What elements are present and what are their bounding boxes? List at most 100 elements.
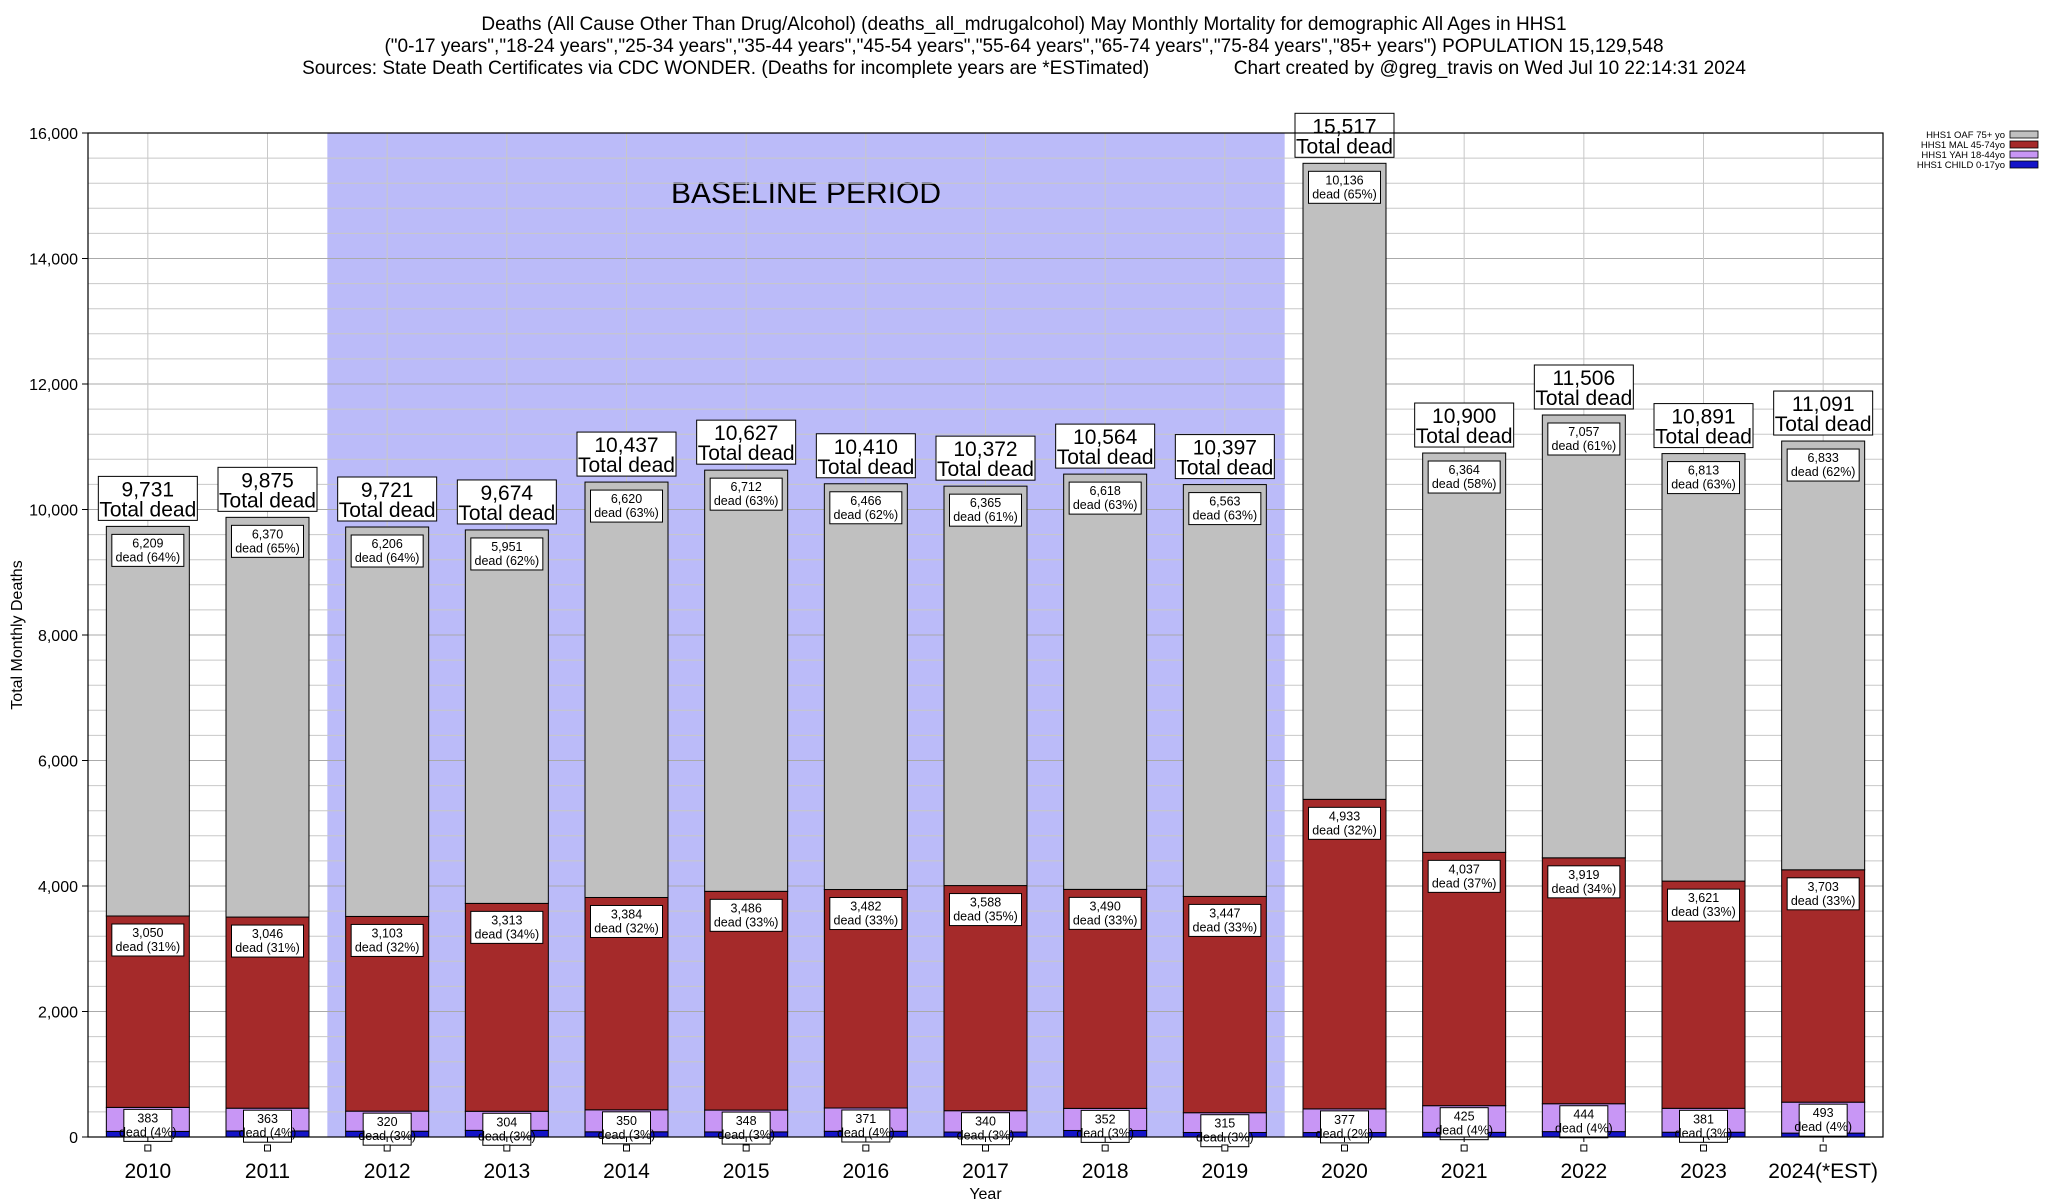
segment-percent-label: dead (33%) — [1193, 920, 1258, 934]
total-label-box — [1533, 364, 1634, 410]
segment-value-label: 6,370 — [252, 527, 283, 541]
segment-label-box — [1427, 859, 1501, 893]
chart-subtitle-demographics: ("0-17 years","18-24 years","25-34 years… — [384, 36, 1664, 57]
segment-percent-label: dead (62%) — [834, 508, 899, 522]
bar-segment-hhs1-oaf-75-yo-2014 — [584, 481, 669, 898]
segment-label-box — [1427, 460, 1501, 494]
segment-label-box — [1308, 170, 1381, 204]
segment-label-box — [949, 893, 1022, 927]
y-tick-label: 10,000 — [29, 503, 78, 520]
y-tick-label: 16,000 — [29, 126, 78, 143]
legend-label: HHS1 CHILD 0-17yo — [1917, 160, 2005, 171]
total-value: 11,506 — [1552, 367, 1615, 390]
segment-percent-label: dead (58%) — [1432, 477, 1497, 491]
child-segment-marker — [862, 1144, 870, 1152]
legend-item: HHS1 YAH 18-44yo — [1921, 150, 2039, 161]
segment-value-label: 3,490 — [1090, 899, 1121, 913]
segment-percent-label: dead (65%) — [1312, 187, 1377, 201]
bar-segment-hhs1-oaf-75-yo-2013 — [464, 529, 549, 904]
segment-value-label: 6,365 — [970, 496, 1001, 510]
segment-value-label: 6,618 — [1090, 484, 1121, 498]
segment-label-box — [1188, 492, 1262, 526]
segment-percent-label: dead (4%) — [1555, 1122, 1613, 1136]
child-segment-marker — [982, 1144, 989, 1152]
total-value: 9,721 — [361, 479, 414, 502]
segment-value-label: 6,209 — [132, 536, 163, 550]
segment-label-box — [231, 524, 304, 558]
segment-value-label: 6,364 — [1449, 463, 1480, 477]
segment-value-label: 10,136 — [1325, 173, 1363, 187]
segment-label-box — [123, 1108, 173, 1142]
total-value: 10,410 — [834, 436, 898, 459]
total-value: 10,627 — [714, 422, 778, 445]
segment-label-box — [1547, 422, 1621, 456]
segment-value-label: 6,712 — [731, 480, 762, 494]
bar-segment-hhs1-oaf-75-yo-2021 — [1422, 452, 1507, 853]
legend-label: HHS1 OAF 75+ yo — [1926, 130, 2005, 141]
total-label-box — [815, 433, 916, 479]
segment-percent-label: dead (63%) — [714, 494, 779, 508]
child-segment-marker — [1101, 1144, 1109, 1152]
segment-value-label: 3,046 — [252, 927, 283, 941]
total-suffix: Total dead — [1416, 425, 1513, 448]
segment-label-box — [590, 904, 663, 938]
bar-segment-hhs1-oaf-75-yo-2024EST — [1781, 440, 1866, 871]
segment-percent-label: dead (63%) — [594, 506, 659, 520]
legend-swatch — [2009, 150, 2039, 159]
segment-value-label: 363 — [257, 1112, 278, 1126]
bar-segment-hhs1-oaf-75-yo-2019 — [1182, 484, 1267, 897]
segment-label-box — [111, 923, 185, 957]
segment-percent-label: dead (31%) — [235, 941, 300, 955]
bar-segment-hhs1-oaf-75-yo-2023 — [1661, 453, 1746, 882]
child-segment-marker — [1700, 1144, 1707, 1152]
y-tick-label: 0 — [69, 1130, 78, 1147]
segment-value-label: 444 — [1573, 1108, 1594, 1122]
segment-percent-label: dead (35%) — [953, 910, 1018, 924]
total-suffix: Total dead — [339, 499, 436, 522]
child-segment-marker — [383, 1144, 391, 1152]
segment-percent-label: dead (4%) — [119, 1125, 177, 1139]
segment-label-box — [1798, 1103, 1848, 1137]
segment-value-label: 6,206 — [372, 537, 403, 551]
segment-label-box — [829, 897, 903, 931]
legend-item: HHS1 OAF 75+ yo — [1926, 130, 2039, 141]
total-suffix: Total dead — [219, 489, 316, 512]
bar-segment-hhs1-oaf-75-yo-2018 — [1063, 473, 1148, 890]
total-suffix: Total dead — [698, 442, 795, 465]
segment-value-label: 7,057 — [1568, 425, 1599, 439]
legend-swatch — [2009, 140, 2039, 149]
segment-label-box — [1559, 1105, 1609, 1139]
segment-percent-label: dead (31%) — [116, 940, 181, 954]
segment-label-box — [1068, 481, 1142, 515]
y-tick-label: 8,000 — [38, 628, 78, 645]
segment-percent-label: dead (61%) — [1552, 439, 1617, 453]
segment-label-box — [1308, 806, 1381, 840]
segment-label-box — [829, 491, 903, 525]
segment-percent-label: dead (4%) — [1794, 1120, 1852, 1134]
bar-segment-hhs1-oaf-75-yo-2022 — [1541, 414, 1626, 859]
segment-value-label: 3,447 — [1209, 906, 1240, 920]
total-value: 9,674 — [481, 482, 534, 505]
segment-label-box — [709, 477, 783, 511]
segment-percent-label: dead (32%) — [355, 940, 420, 954]
child-segment-marker — [623, 1144, 630, 1152]
x-tick-label: 2023 — [1680, 1160, 1727, 1183]
